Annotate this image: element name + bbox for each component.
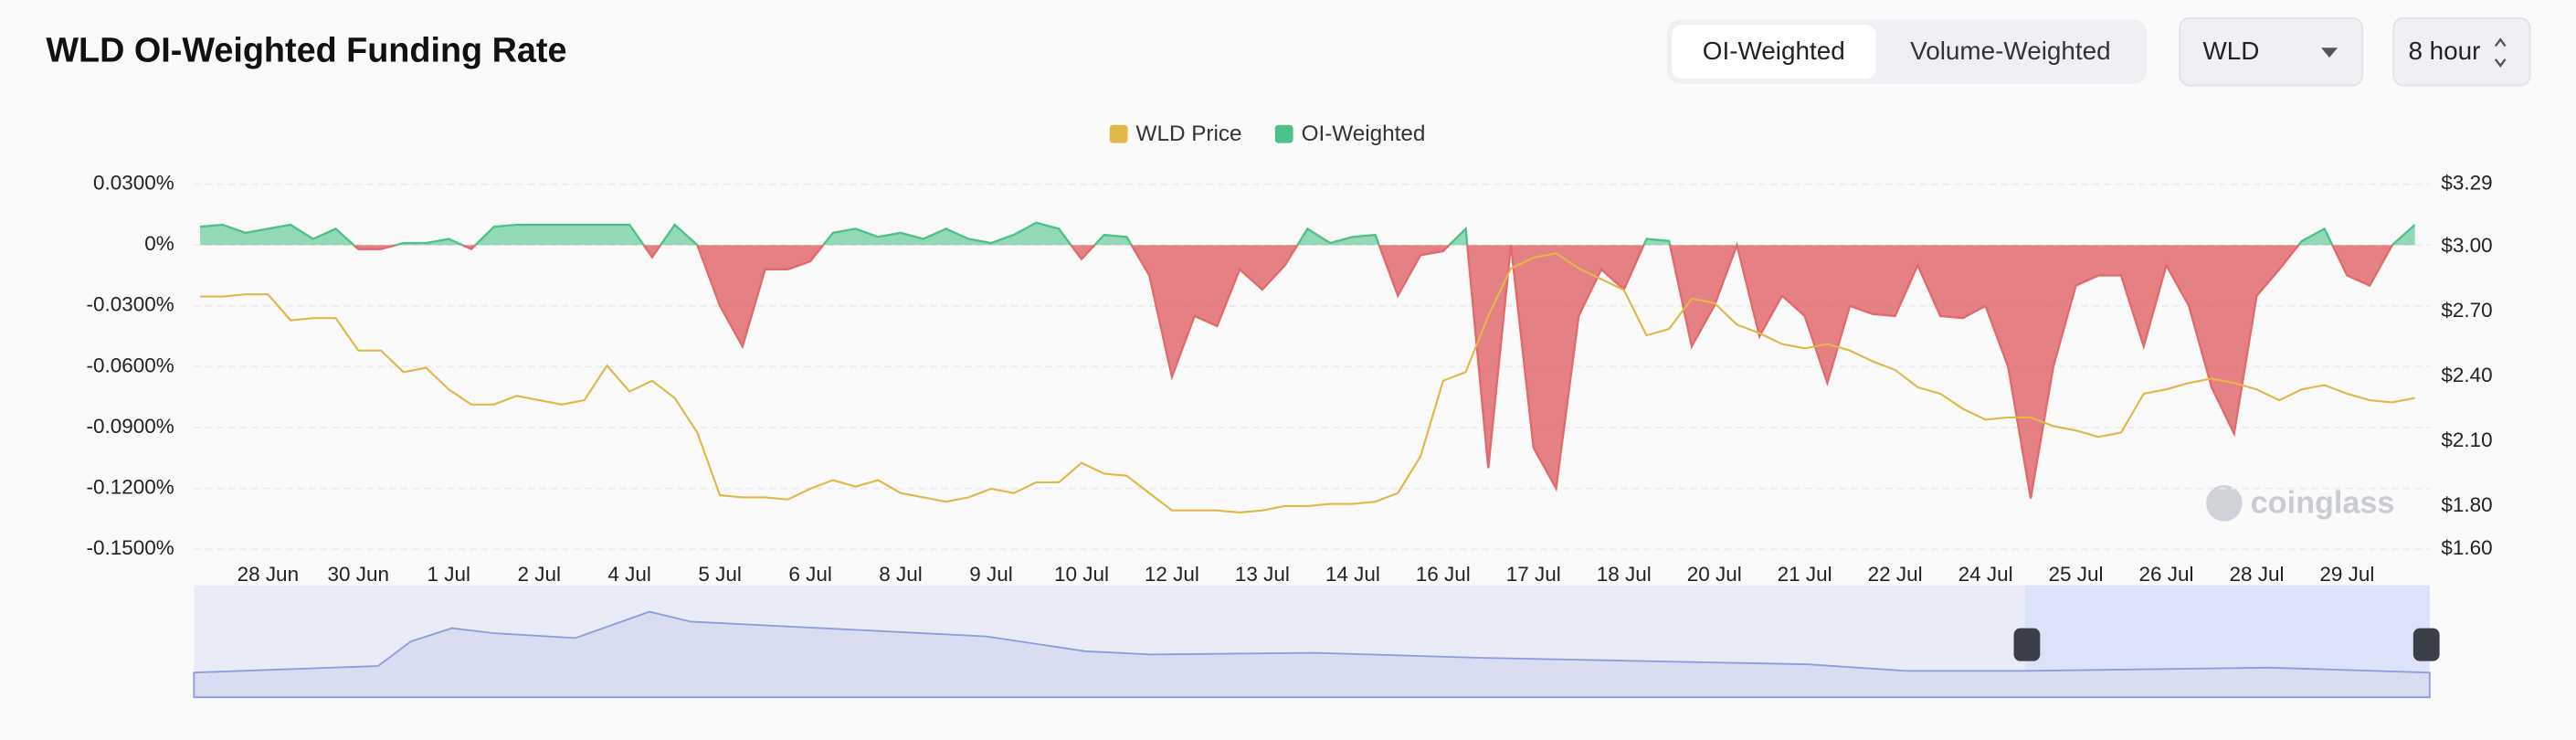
x-tick-label: 12 Jul: [1145, 563, 1199, 586]
x-tick-label: 9 Jul: [969, 563, 1012, 586]
x-tick-label: 8 Jul: [879, 563, 922, 586]
watermark-text: coinglass: [2251, 486, 2395, 521]
y-tick-label: -0.0600%: [87, 354, 174, 376]
x-tick-label: 29 Jul: [2319, 563, 2374, 586]
x-tick-label: 30 Jun: [328, 563, 390, 586]
x-tick-label: 6 Jul: [788, 563, 831, 586]
x-tick-label: 22 Jul: [1868, 563, 1923, 586]
line-positive: [199, 221, 2416, 246]
x-tick-label: 16 Jul: [1416, 563, 1471, 586]
x-tick-label: 17 Jul: [1506, 563, 1561, 586]
navigator: [193, 585, 2440, 699]
tab[interactable]: OI-Weighted: [1703, 37, 1845, 65]
y2-tick-label: $2.70: [2441, 299, 2492, 322]
y-tick-label: 0.0300%: [93, 172, 174, 195]
x-tick-label: 14 Jul: [1325, 563, 1380, 586]
y2-tick-label: $2.10: [2441, 428, 2492, 451]
area-positive: [200, 222, 2415, 246]
x-tick-label: 18 Jul: [1597, 563, 1652, 586]
price-line: [200, 252, 2415, 514]
symbol-value[interactable]: WLD: [2202, 37, 2259, 65]
x-tick-label: 24 Jul: [1958, 563, 2013, 586]
x-tick-label: 1 Jul: [427, 563, 470, 586]
y2-tick-label: $1.80: [2441, 493, 2492, 516]
y2-tick-label: $1.60: [2441, 536, 2492, 559]
dropdown-arrow: [2321, 48, 2338, 58]
x-tick-label: 13 Jul: [1235, 563, 1290, 586]
line-negative: [352, 245, 2394, 499]
symbol-select[interactable]: [2179, 16, 2363, 87]
y2-tick-label: $2.40: [2441, 364, 2492, 386]
x-tick-label: 25 Jul: [2049, 563, 2104, 586]
tab-active[interactable]: [1672, 25, 1876, 79]
area-negative: [200, 245, 2415, 499]
chart-title: WLD OI-Weighted Funding Rate: [46, 32, 566, 70]
navigator-handle[interactable]: [2013, 628, 2041, 661]
x-tick-label: 20 Jul: [1687, 563, 1742, 586]
x-tick-label: 21 Jul: [1778, 563, 1832, 586]
interval-select[interactable]: [2392, 16, 2531, 87]
legend-label: WLD Price: [1136, 122, 1242, 146]
x-tick-label: 10 Jul: [1054, 563, 1109, 586]
interval-value[interactable]: 8 hour: [2408, 37, 2480, 65]
x-tick-label: 26 Jul: [2138, 563, 2193, 586]
x-tick-label: 2 Jul: [517, 563, 560, 586]
navigator-handle[interactable]: [2412, 628, 2440, 661]
y-tick-label: -0.0300%: [87, 293, 174, 316]
y-tick-label: 0%: [144, 232, 174, 255]
navigator-series: [193, 610, 2431, 699]
y2-tick-label: $3.00: [2441, 234, 2492, 257]
y-tick-label: -0.1200%: [87, 476, 174, 499]
y-tick-label: -0.1500%: [87, 536, 174, 559]
spinner-arrows: [2494, 37, 2507, 68]
legend-swatch: [1109, 124, 1128, 143]
legend-label: OI-Weighted: [1302, 122, 1426, 146]
legend-swatch: [1274, 124, 1293, 143]
watermark-logo: [2206, 485, 2243, 522]
x-tick-label: 5 Jul: [698, 563, 741, 586]
watermark: coinglass: [2206, 485, 2394, 522]
x-tick-label: 28 Jul: [2229, 563, 2284, 586]
y-tick-label: -0.0900%: [87, 415, 174, 438]
x-tick-label: 28 Jun: [238, 563, 300, 586]
x-tick-label: 4 Jul: [607, 563, 650, 586]
tab[interactable]: Volume-Weighted: [1910, 37, 2110, 65]
y2-tick-label: $3.29: [2441, 172, 2492, 195]
